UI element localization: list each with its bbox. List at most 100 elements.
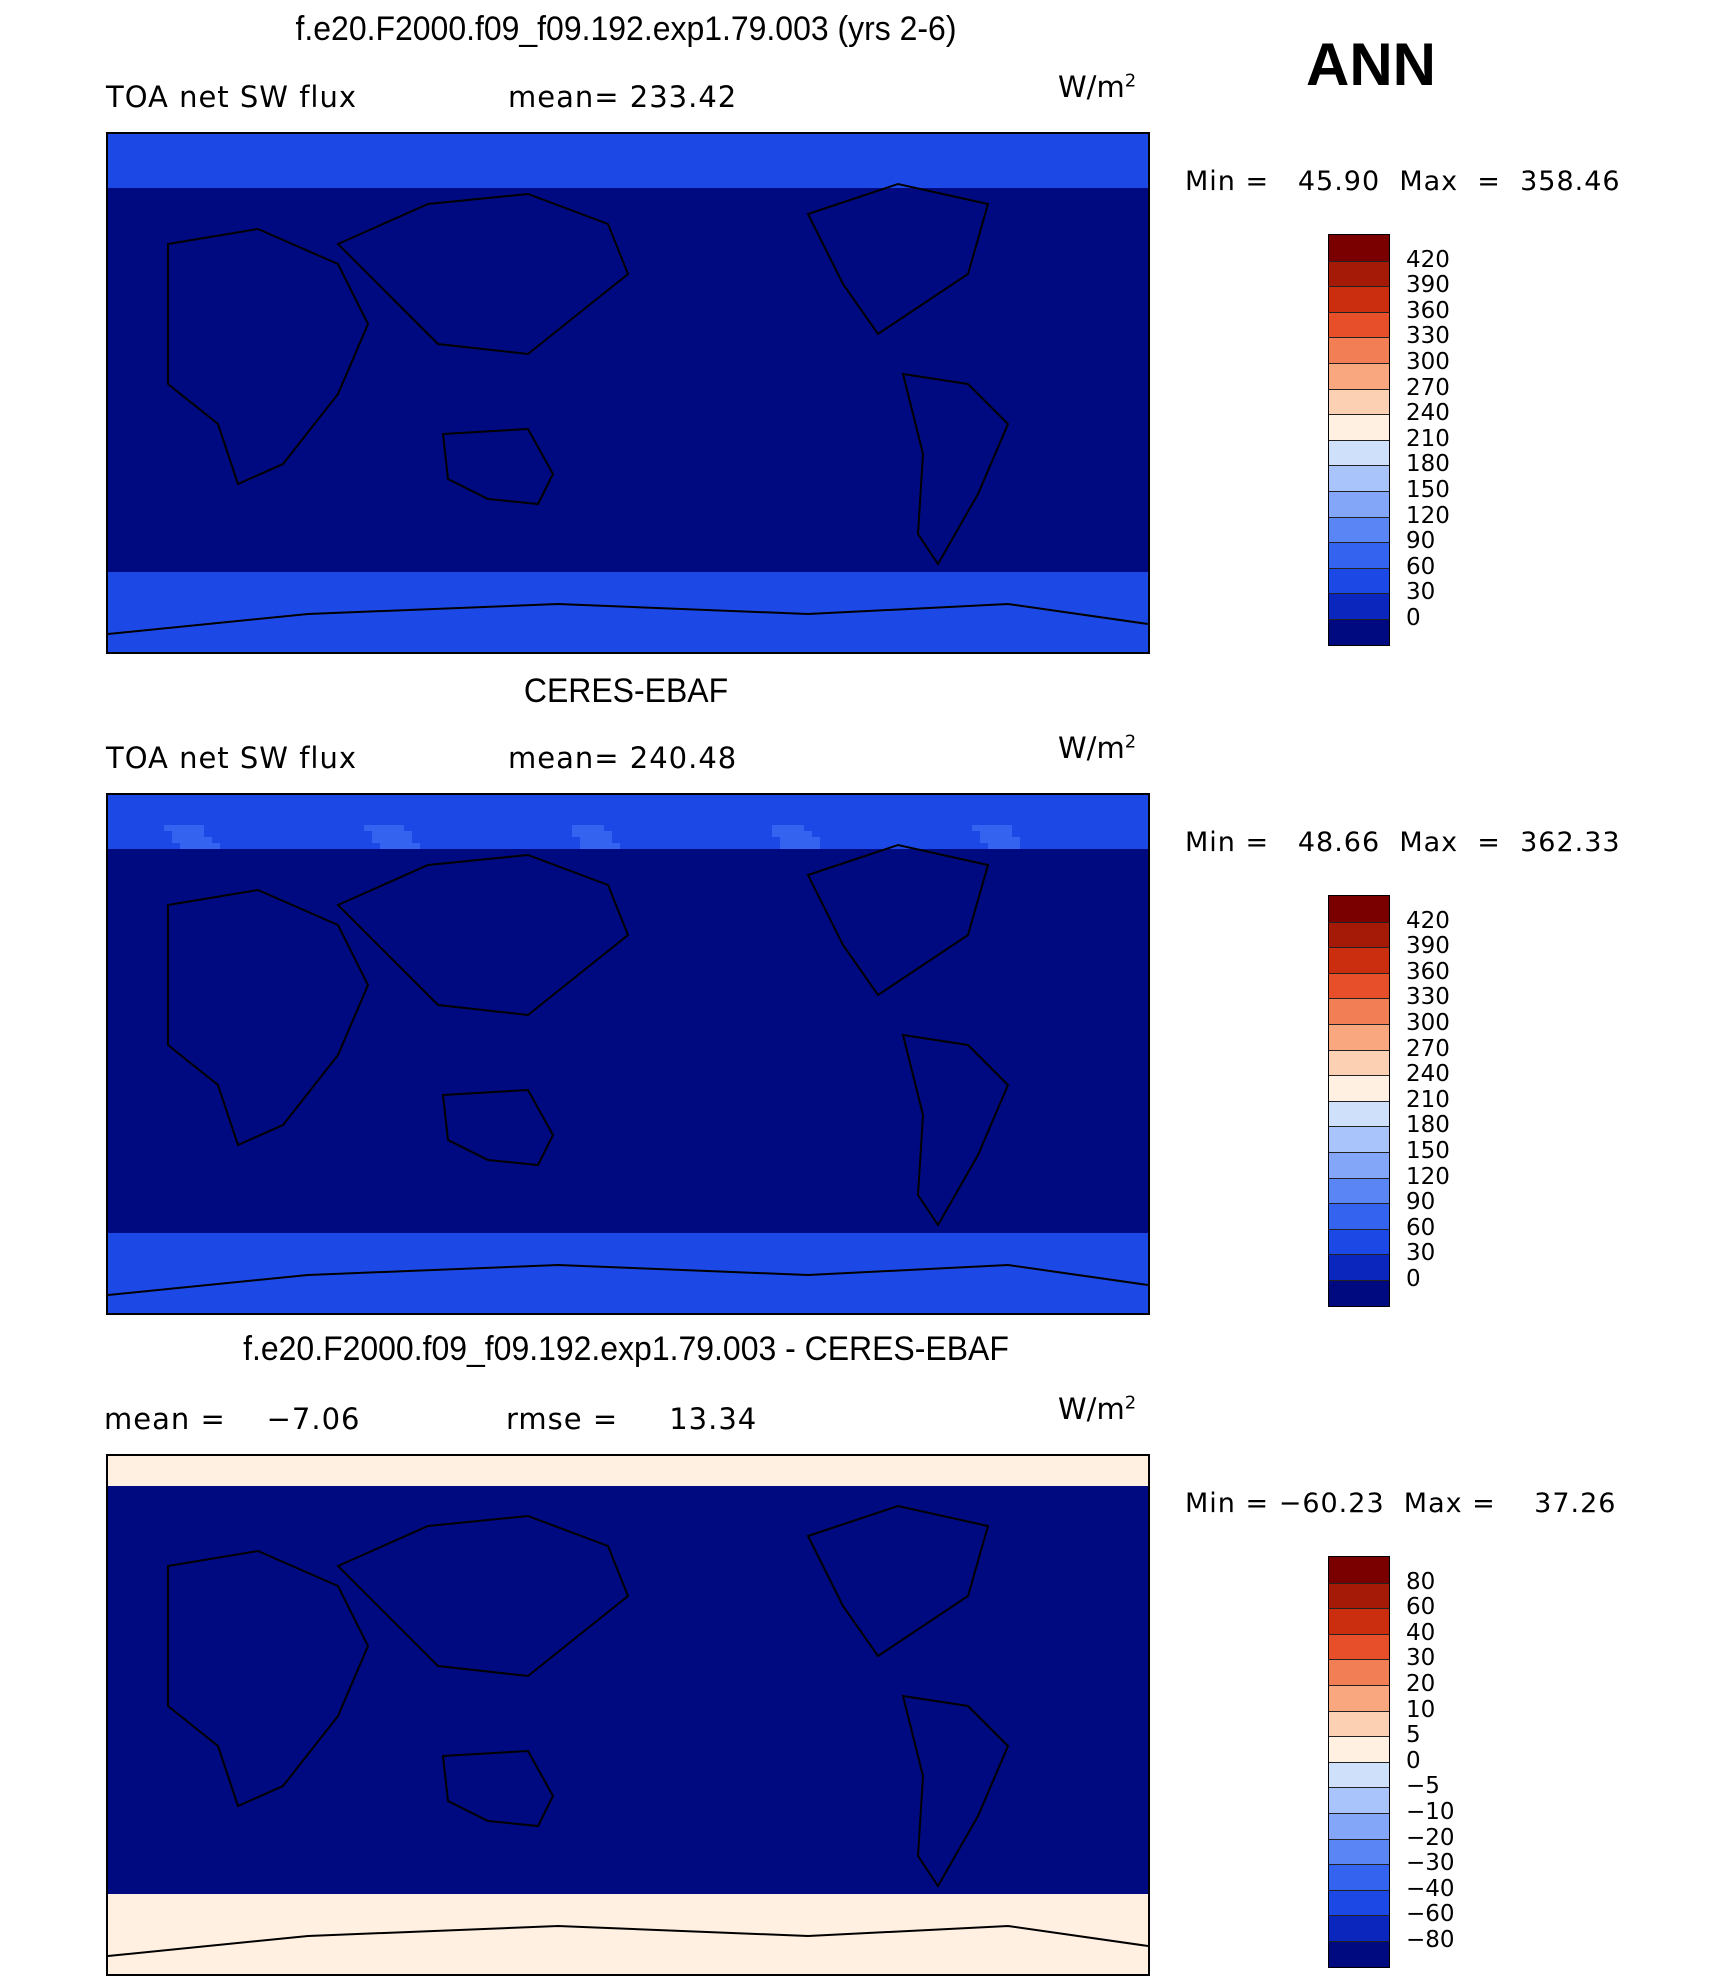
field-cell [564,284,573,291]
field-cell [732,158,741,165]
field-cell [1044,134,1053,141]
field-cell [852,308,861,315]
field-cell [708,272,717,279]
field-cell [924,176,933,183]
field-cell [1084,266,1093,273]
field-cell [772,224,781,231]
field-cell [468,158,477,165]
field-cell [1044,338,1053,345]
field-cell [244,266,253,273]
field-cell [172,218,181,225]
field-cell [764,260,773,267]
field-cell [908,200,917,207]
field-cell [996,314,1005,321]
field-cell [460,308,469,315]
field-cell [748,146,757,153]
field-cell [1052,266,1061,273]
field-cell [540,158,549,165]
field-cell [388,344,397,351]
field-cell [348,200,357,207]
field-cell [228,362,237,369]
field-cell [796,158,805,165]
field-cell [500,296,509,303]
field-cell [500,182,509,189]
field-cell [988,242,997,249]
field-cell [724,290,733,297]
field-cell [972,290,981,297]
field-cell [628,236,637,243]
field-cell [132,266,141,273]
field-cell [1140,188,1148,195]
field-cell [196,218,205,225]
field-cell [748,320,757,327]
field-cell [1084,212,1093,219]
field-cell [948,188,957,195]
field-cell [1036,308,1045,315]
field-cell [436,302,445,309]
field-cell [988,206,997,213]
field-cell [300,140,309,147]
field-cell [1076,260,1085,267]
field-cell [1068,278,1077,285]
field-cell [1052,188,1061,195]
field-cell [1060,224,1069,231]
field-cell [684,140,693,147]
field-cell [524,212,533,219]
field-cell [844,170,853,177]
field-cell [796,146,805,153]
field-cell [452,158,461,165]
field-cell [156,332,165,339]
field-cell [756,212,765,219]
field-cell [1132,200,1141,207]
field-cell [124,326,133,333]
field-cell [284,362,293,369]
field-cell [268,158,277,165]
field-cell [156,260,165,267]
field-cell [1060,278,1069,285]
field-cell [700,242,709,249]
field-cell [884,260,893,267]
field-cell [772,158,781,165]
field-cell [124,332,133,339]
field-cell [476,140,485,147]
field-cell [996,248,1005,255]
field-cell [420,206,429,213]
field-cell [772,248,781,255]
field-cell [724,356,733,363]
field-cell [148,362,157,369]
field-cell [1076,200,1085,207]
field-cell [308,170,317,177]
field-cell [284,170,293,177]
field-cell [124,194,133,201]
field-cell [956,260,965,267]
field-cell [708,158,717,165]
field-cell [1020,200,1029,207]
field-cell [964,200,973,207]
field-cell [404,296,413,303]
field-cell [876,332,885,339]
field-cell [1084,206,1093,213]
field-cell [956,296,965,303]
field-cell [332,206,341,213]
field-cell [124,284,133,291]
field-cell [348,248,357,255]
field-cell [868,236,877,243]
field-cell [420,260,429,267]
field-cell [252,296,261,303]
field-cell [388,242,397,249]
field-cell [116,332,125,339]
field-cell [116,308,125,315]
field-cell [1084,302,1093,309]
field-cell [820,266,829,273]
field-cell [956,170,965,177]
field-cell [556,146,565,153]
field-cell [1052,338,1061,345]
field-cell [1116,350,1125,357]
field-cell [932,344,941,351]
field-cell [596,344,605,351]
field-cell [668,326,677,333]
field-cell [924,278,933,285]
field-cell [740,194,749,201]
field-cell [692,182,701,189]
field-cell [452,350,461,357]
